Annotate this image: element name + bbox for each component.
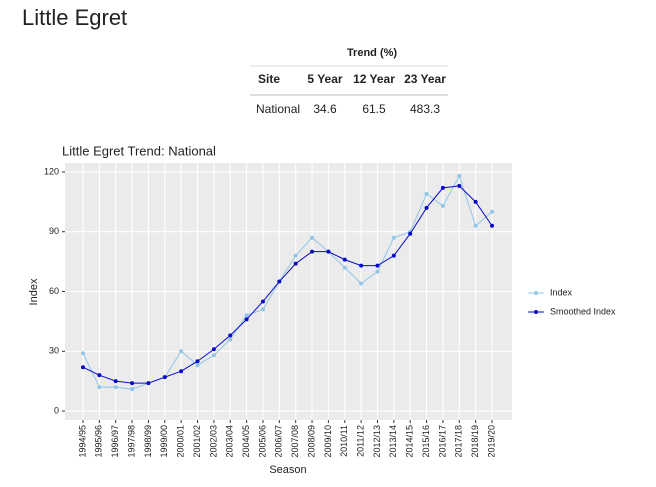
x-tick-label: 2004/05 (241, 425, 251, 458)
series-point (97, 385, 102, 390)
x-tick-label: 1997/98 (126, 425, 136, 458)
series-point (408, 231, 413, 236)
series-point (211, 347, 216, 352)
series-point (490, 223, 494, 228)
y-tick-label: 90 (49, 226, 59, 236)
series-point (244, 313, 249, 318)
series-point (391, 253, 396, 258)
x-tick-label: 2018/19 (470, 425, 480, 458)
series-point (81, 351, 85, 356)
series-point (440, 203, 445, 208)
x-tick-label: 2009/10 (323, 425, 333, 458)
series-point (473, 199, 478, 204)
series-point (130, 387, 135, 392)
legend-key-point (534, 291, 538, 295)
x-tick-label: 2003/04 (225, 425, 235, 458)
series-point (375, 263, 380, 268)
x-tick-label: 1998/99 (143, 425, 153, 458)
x-tick-label: 2006/07 (274, 425, 284, 458)
x-tick-label: 2005/06 (257, 425, 267, 458)
series-point (293, 253, 298, 258)
x-tick-label: 2014/15 (405, 425, 415, 458)
series-point (375, 269, 380, 274)
x-axis-label: Season (269, 464, 306, 476)
series-point (424, 191, 429, 196)
series-point (293, 261, 298, 266)
series-point (244, 317, 249, 322)
x-tick-label: 2019/20 (486, 425, 496, 458)
x-tick-label: 1994/95 (77, 425, 87, 458)
table-header: 23 Year (404, 72, 446, 86)
x-tick-label: 1999/00 (159, 425, 169, 458)
series-point (424, 205, 429, 210)
table-cell: 34.6 (313, 102, 337, 116)
series-point (97, 373, 102, 378)
series-line (82, 185, 493, 384)
series-point (179, 349, 184, 354)
series-point (440, 185, 445, 190)
series-point (310, 249, 315, 254)
series-point (391, 235, 396, 240)
x-tick-label: 2007/08 (290, 425, 300, 458)
x-tick-label: 1995/96 (94, 425, 104, 458)
y-tick-label: 0 (54, 405, 59, 415)
series-point (179, 369, 184, 374)
table-cell: 61.5 (362, 102, 386, 116)
x-tick-label: 2015/16 (421, 425, 431, 458)
y-tick-label: 30 (49, 346, 59, 356)
table-cell: 483.3 (410, 102, 440, 116)
series-point (342, 257, 347, 262)
legend-key-point (534, 310, 538, 314)
series-point (162, 375, 167, 380)
table-title: Trend (%) (347, 47, 397, 59)
x-tick-label: 2008/09 (306, 425, 316, 458)
y-tick-label: 60 (49, 286, 59, 296)
series-point (195, 359, 200, 364)
series-point (342, 265, 347, 270)
x-tick-label: 2001/02 (192, 425, 202, 458)
series-point (146, 381, 151, 386)
table-header: Site (258, 72, 280, 86)
table-header: 5 Year (307, 72, 342, 86)
series-point (260, 307, 265, 312)
series-point (490, 209, 494, 214)
x-tick-label: 2011/12 (355, 425, 365, 457)
table-cell: National (256, 102, 300, 116)
series-point (211, 353, 216, 358)
series-point (310, 235, 315, 240)
series-point (457, 183, 462, 188)
series-point (326, 249, 331, 254)
x-tick-label: 2012/13 (372, 425, 382, 458)
series-point (228, 337, 233, 342)
series-point (81, 365, 85, 370)
series-point (195, 363, 200, 368)
series-point (260, 299, 265, 304)
x-tick-label: 2013/14 (388, 425, 398, 458)
series-point (228, 333, 233, 338)
x-tick-label: 1996/97 (110, 425, 120, 458)
x-tick-label: 2017/18 (454, 425, 464, 458)
legend-label: Index (550, 287, 573, 297)
series-point (359, 281, 364, 286)
x-tick-label: 2016/17 (437, 425, 447, 458)
series-point (473, 223, 478, 228)
table-header: 12 Year (353, 72, 395, 86)
series-point (113, 379, 118, 384)
series-point (113, 385, 118, 390)
series-point (457, 173, 462, 178)
series-point (277, 279, 282, 284)
x-tick-label: 2000/01 (176, 425, 186, 458)
series-point (130, 381, 135, 386)
series-point (359, 263, 364, 268)
y-tick-label: 120 (44, 166, 59, 176)
y-axis-label: Index (28, 278, 40, 305)
x-tick-label: 2002/03 (208, 425, 218, 458)
x-tick-label: 2010/11 (339, 425, 349, 457)
legend-label: Smoothed Index (550, 306, 616, 316)
page-title: Little Egret (22, 5, 127, 30)
chart-title: Little Egret Trend: National (62, 143, 216, 158)
